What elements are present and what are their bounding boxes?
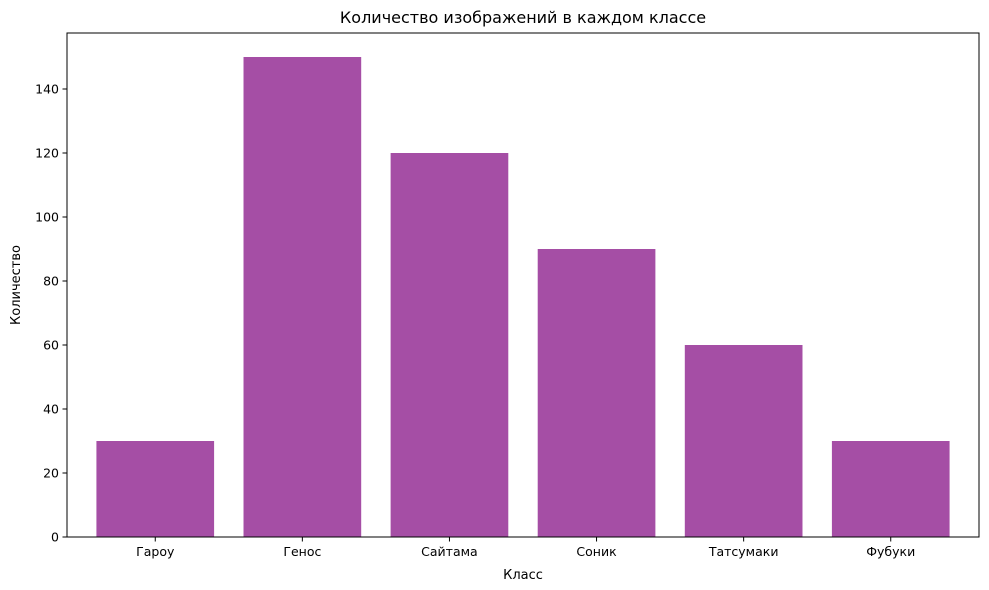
bar-генос: [243, 57, 362, 537]
y-axis-label: Количество: [9, 245, 24, 325]
y-tick-label: 20: [43, 466, 59, 481]
y-tick-label: 0: [51, 530, 59, 545]
x-tick-label: Гароу: [136, 544, 175, 559]
chart-title: Количество изображений в каждом классе: [340, 8, 706, 27]
y-tick-label: 120: [35, 146, 59, 161]
bar-соник: [537, 249, 656, 537]
x-tick-label: Фубуки: [866, 544, 915, 559]
y-tick-label: 60: [43, 338, 59, 353]
x-axis-label: Класс: [503, 568, 543, 583]
x-tick-label: Татсумаки: [708, 544, 779, 559]
bar-гароу: [96, 441, 215, 537]
x-tick-label: Сайтама: [421, 544, 478, 559]
bar-series: [96, 57, 950, 537]
axis-ticks: Гароу Генос Сайтама Соник Татсумаки Фубуки 0 20…: [35, 82, 915, 560]
x-tick-label: Соник: [576, 544, 617, 559]
bar-фубуки: [831, 441, 950, 537]
bar-сайтама: [390, 153, 509, 537]
y-tick-label: 80: [43, 274, 59, 289]
bar-татсумаки: [684, 345, 803, 537]
y-tick-label: 100: [35, 210, 59, 225]
y-tick-label: 40: [43, 402, 59, 417]
x-tick-label: Генос: [283, 544, 321, 559]
y-tick-label: 140: [35, 82, 59, 97]
plot-frame: [66, 32, 980, 538]
